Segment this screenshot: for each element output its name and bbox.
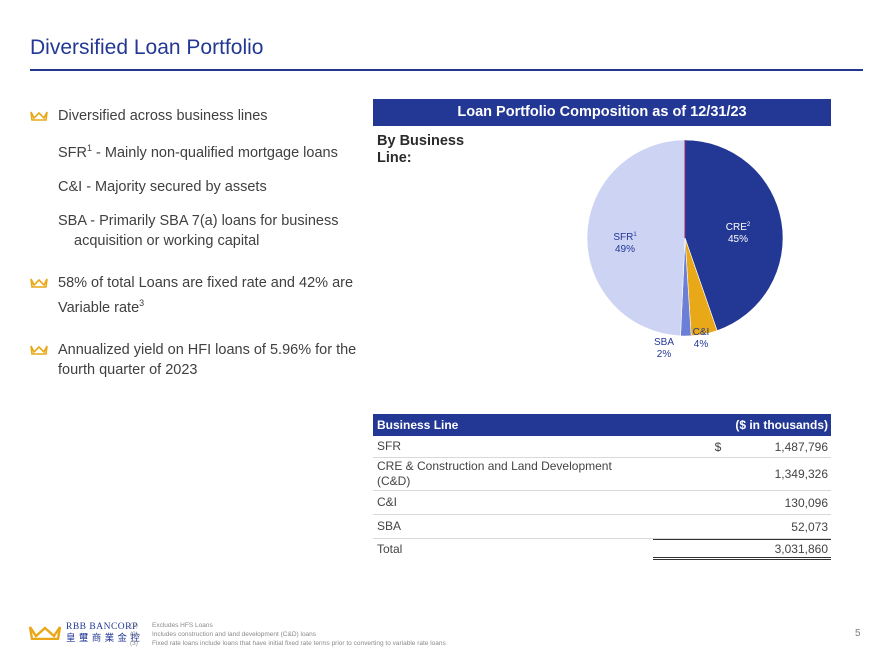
sub-bullet-text: SBA - Primarily SBA 7(a) loans for busin… — [58, 212, 339, 229]
row-label: SBA — [377, 519, 402, 533]
sub-bullet: SFR1 - Mainly non-qualified mortgage loa… — [30, 138, 370, 163]
bullet-text: Diversified across business lines — [58, 108, 268, 124]
footnotes: (1) Excludes HFS Loans (2) Includes constru… — [130, 621, 446, 648]
table-row: CRE & Construction and Land Development … — [373, 458, 831, 491]
row-value: 1,349,326 — [774, 467, 828, 481]
row-value: 130,096 — [784, 495, 828, 510]
loan-composition-pie-chart: CRE2 45% C&I 4% SBA 2% SFR1 49% — [586, 139, 784, 360]
footnote-number: (2) — [130, 631, 138, 638]
business-line-table: Business Line ($ in thousands) SFR $1,487… — [373, 414, 831, 560]
row-amount: 130,096 — [725, 496, 828, 510]
row-label: C&I — [377, 495, 398, 509]
label-line: By Business — [377, 133, 465, 149]
table-row: SFR $1,487,796 — [373, 436, 831, 458]
row-label: Total — [377, 541, 403, 556]
table-body: SFR $1,487,796 CRE & Construction and Land… — [373, 436, 831, 560]
footnote-line: (1) Excludes HFS Loans — [130, 621, 446, 630]
total-bottom-rule — [653, 557, 831, 558]
by-business-line-label: By Business Line: — [377, 133, 487, 167]
row-value: 1,487,796 — [774, 439, 828, 454]
row-amount: 52,073 — [731, 520, 828, 534]
footnote-number: (1) — [130, 622, 138, 629]
column-header: Business Line — [377, 418, 459, 432]
crown-icon — [30, 345, 48, 355]
row-label: CRE & Construction and Land Development … — [377, 459, 612, 488]
footnote-line: (2) Includes construction and land develo… — [130, 630, 446, 639]
brand-chinese: 皇 璽 商 業 金 控 — [66, 634, 141, 644]
page-number: 5 — [855, 628, 861, 639]
row-value: 52,073 — [791, 519, 828, 534]
table-header: Business Line ($ in thousands) — [373, 414, 831, 436]
table-row: SBA 52,073 — [373, 515, 831, 539]
footnote-number: (3) — [130, 640, 138, 647]
bullet-item: 58% of total Loans are fixed rate and 42… — [30, 273, 370, 318]
pie-slice-cre — [684, 139, 784, 331]
footnote-ref: 1 — [87, 143, 93, 153]
title-divider — [30, 69, 863, 71]
sub-bullet-text: acquisition or working capital — [74, 232, 260, 249]
sub-bullet: SBA - Primarily SBA 7(a) loans for busin… — [30, 211, 370, 251]
sub-bullet-text: C&I - Majority secured by assets — [58, 178, 267, 195]
column-header: ($ in thousands) — [735, 418, 828, 432]
table-row: C&I 130,096 — [373, 491, 831, 515]
slice-label: CRE2 45% — [726, 222, 751, 245]
footnote-text: Excludes HFS Loans — [152, 622, 213, 629]
bullet-text: 58% of total Loans are fixed rate and 42… — [58, 274, 354, 316]
crown-logo-icon — [28, 626, 62, 640]
total-bottom-rule — [653, 559, 831, 560]
slice-label: SBA 2% — [654, 337, 674, 360]
bullet-item: Diversified across business lines — [30, 106, 370, 126]
row-amount: $1,487,796 — [715, 440, 828, 454]
sub-bullet: C&I - Majority secured by assets — [30, 177, 370, 197]
crown-icon — [30, 278, 48, 288]
footnote-line: (3) Fixed rate loans include loans that h… — [130, 639, 446, 648]
footnote-text: Includes construction and land developme… — [152, 631, 317, 638]
currency-symbol: $ — [714, 439, 722, 454]
footnote-text: Fixed rate loans include loans that have… — [152, 640, 446, 647]
row-value: 3,031,860 — [774, 542, 828, 556]
slice-label: SFR1 49% — [613, 232, 637, 255]
row-label: SFR — [377, 439, 401, 453]
table-row: Total 3,031,860 — [373, 539, 831, 560]
brand-name: RBB BANCORP 皇 璽 商 業 金 控 — [66, 621, 140, 645]
total-top-rule — [653, 539, 831, 540]
pie-slice-sfr — [586, 139, 686, 337]
brand-english: RBB BANCORP — [66, 622, 138, 632]
row-amount: 1,349,326 — [715, 467, 828, 481]
footnote-ref: 3 — [139, 297, 145, 308]
bullet-item: Annualized yield on HFI loans of 5.96% f… — [30, 340, 370, 380]
crown-icon — [30, 111, 48, 121]
bullet-text: Annualized yield on HFI loans of 5.96% f… — [58, 341, 357, 378]
page-title: Diversified Loan Portfolio — [30, 36, 264, 59]
bullet-list: Diversified across business lines SFR1 -… — [30, 106, 370, 392]
row-amount: 3,031,860 — [715, 542, 828, 556]
sub-bullet-text: - Mainly non-qualified mortgage loans — [92, 144, 338, 161]
sub-bullet-text: SFR — [58, 144, 87, 161]
slice-label: C&I 4% — [693, 327, 710, 350]
label-line: Line: — [377, 150, 412, 166]
composition-header: Loan Portfolio Composition as of 12/31/2… — [373, 99, 831, 126]
